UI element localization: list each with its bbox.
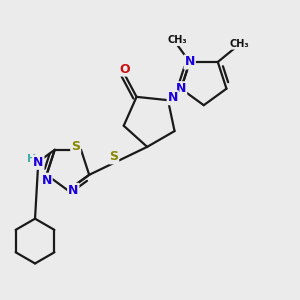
Text: CH₃: CH₃ [168, 35, 188, 45]
Text: H: H [27, 154, 36, 164]
Text: N: N [176, 82, 186, 95]
Text: N: N [168, 91, 178, 104]
Text: O: O [119, 63, 130, 76]
Text: N: N [68, 184, 78, 197]
Text: N: N [33, 156, 44, 169]
Text: N: N [41, 174, 52, 187]
Text: CH₃: CH₃ [230, 39, 249, 49]
Text: N: N [184, 56, 195, 68]
Text: S: S [71, 140, 80, 153]
Text: S: S [109, 150, 118, 164]
